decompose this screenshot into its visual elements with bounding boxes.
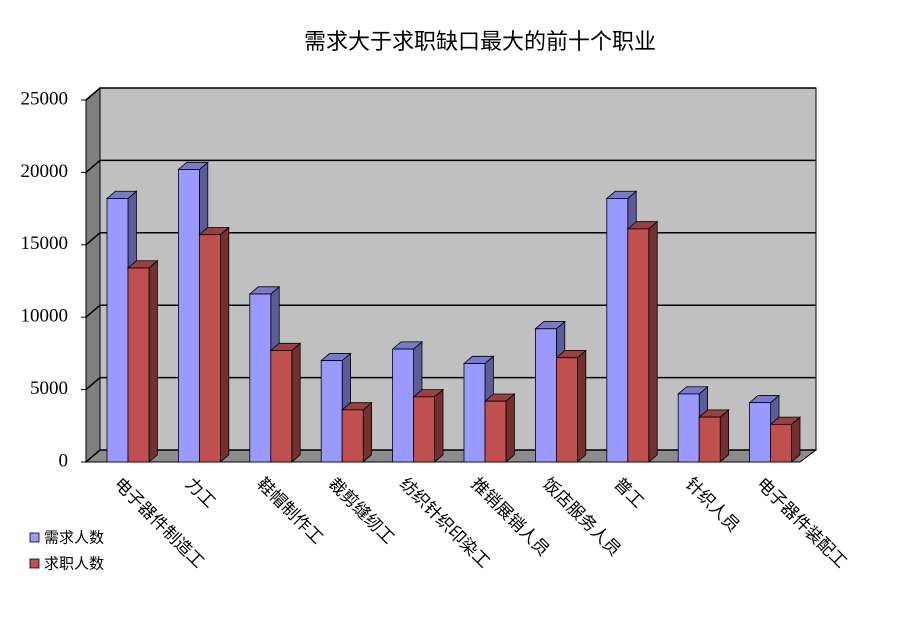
bar-side [219,226,230,463]
bar [606,198,629,463]
legend-label: 求职人数 [44,555,104,573]
bar [770,423,792,463]
x-tick-label: 普工 [610,474,647,511]
legend-swatch [29,532,40,543]
bar [392,348,415,463]
bar-side [291,342,301,463]
bar [413,396,436,463]
grid-line [85,304,816,318]
y-tick-label: 0 [59,450,69,471]
bar [698,416,721,463]
bar [627,228,650,463]
bar-side [148,259,158,463]
x-tick-label: 裁剪缝纫工 [325,474,399,548]
y-tick-label: 20000 [21,161,69,182]
side-wall [85,86,101,464]
bar [484,400,507,463]
bar-side [577,349,587,463]
x-tick-label: 力工 [182,474,219,511]
legend-label: 需求人数 [44,529,104,547]
bar [198,234,221,463]
bar [320,360,343,463]
grid-line [85,159,816,173]
bar [106,198,129,463]
bar-side [791,416,801,463]
bar [463,363,486,463]
bar-side [648,220,658,463]
bar [749,402,771,463]
bar [177,169,200,463]
x-tick-label: 电子器件装配工 [753,474,851,572]
legend-swatch [29,558,40,569]
y-tick-label: 25000 [21,88,69,109]
bar [677,393,700,463]
y-tick-label: 5000 [30,378,68,399]
bar [556,357,578,463]
chart-title: 需求大于求职缺口最大的前十个职业 [304,29,656,54]
bar [535,328,557,463]
bar-side [719,409,729,463]
y-tick-label: 10000 [21,306,69,327]
x-tick-label: 鞋帽制作工 [253,474,327,548]
bar-side [434,388,444,463]
x-tick-label: 针织人员 [682,474,744,536]
bar [341,409,364,463]
bar [270,350,293,463]
grid-line [85,232,816,246]
bar-side [362,401,373,463]
bar [127,267,150,463]
y-tick-label: 15000 [21,233,69,254]
bar [249,293,272,463]
grid-line [85,87,816,101]
bar-side [505,393,515,463]
